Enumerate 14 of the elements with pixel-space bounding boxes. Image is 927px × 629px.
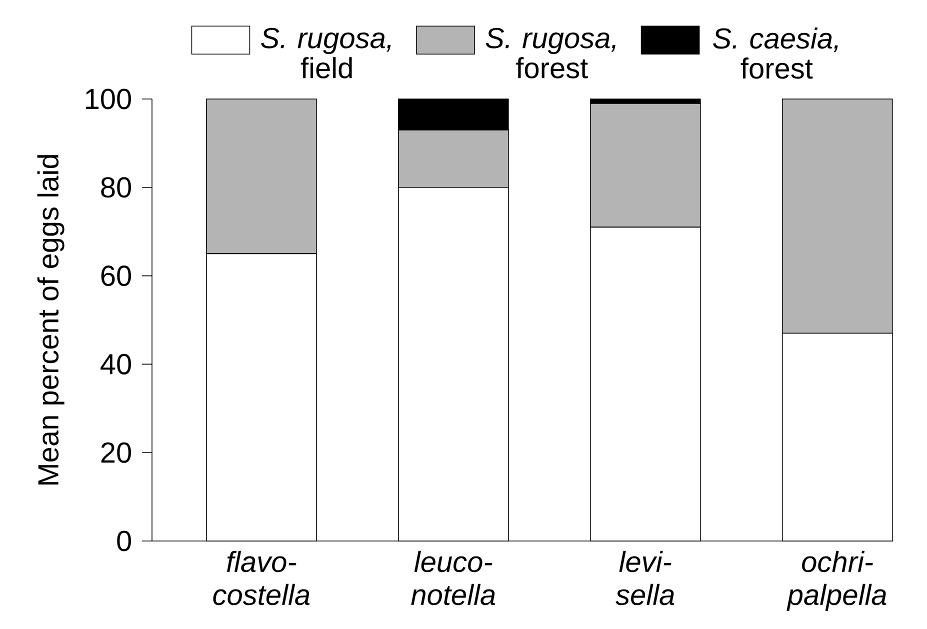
x-tick-label: ochri-palpella	[786, 550, 886, 611]
y-tick-label: 20	[101, 442, 131, 463]
y-tick-label: 40	[100, 354, 131, 374]
y-tick-label: 80	[101, 177, 131, 198]
y-tick-label: 0	[117, 530, 132, 552]
legend-label: S. rugosa, field	[261, 28, 391, 78]
y-tick-label: 100	[86, 88, 131, 110]
x-tick-label: levi-sella	[616, 550, 674, 606]
y-tick-label: 60	[101, 266, 131, 286]
x-tick-label: leuco-notella	[411, 550, 496, 606]
y-axis-title: Mean percent of eggs laid	[37, 155, 64, 484]
x-tick-label: flavo-costella	[213, 550, 310, 606]
legend-label: S. caesia, forest	[713, 27, 838, 79]
legend-label: S. rugosa, forest	[486, 28, 616, 78]
